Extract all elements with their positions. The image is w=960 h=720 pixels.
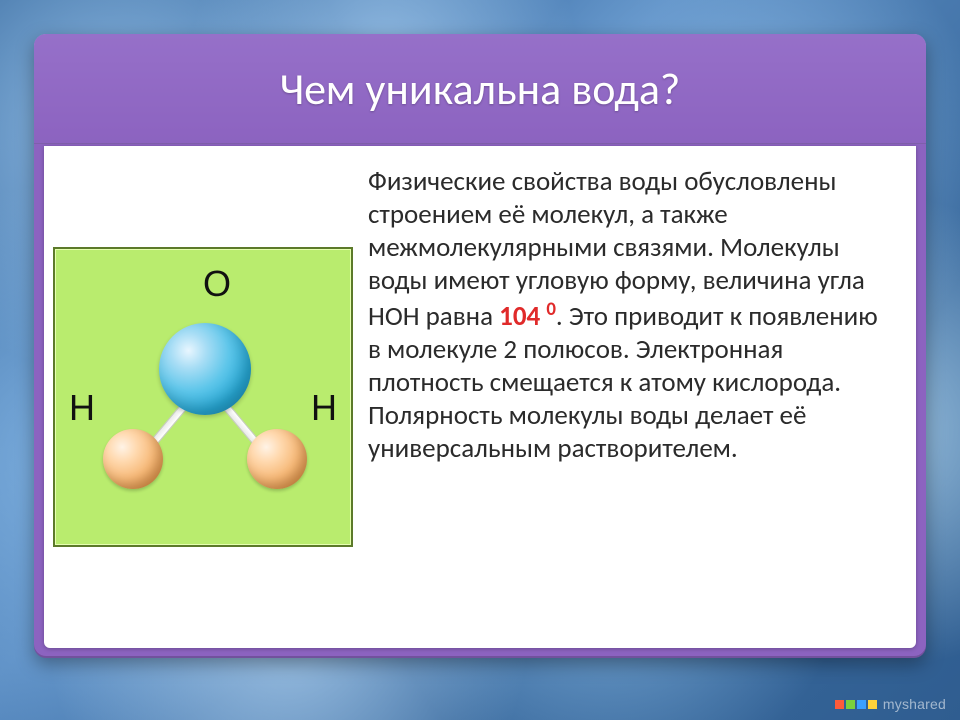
slide-text: Физические свойства воды обусловлены стр… (362, 146, 916, 648)
atom-label-o: O (203, 263, 231, 305)
atom-label-h-left: H (69, 387, 95, 429)
logo-sq-1 (835, 700, 844, 709)
watermark-text: myshared (883, 696, 946, 712)
logo-sq-3 (857, 700, 866, 709)
slide-title-bar: Чем уникальна вода? (34, 34, 926, 144)
slide-body: O H H Физические свойства воды обусловле… (44, 146, 916, 648)
diagram-column: O H H (44, 146, 362, 648)
watermark: myshared (835, 696, 946, 712)
angle-degree-superscript: 0 (546, 298, 556, 321)
water-molecule-diagram: O H H (53, 247, 353, 547)
watermark-logo-icon (835, 700, 877, 709)
atom-hydrogen-right (247, 429, 307, 489)
atom-label-h-right: H (311, 387, 337, 429)
angle-value: 104 0 (499, 300, 556, 333)
logo-sq-2 (846, 700, 855, 709)
atom-hydrogen-left (103, 429, 163, 489)
atom-oxygen (159, 323, 251, 415)
logo-sq-4 (868, 700, 877, 709)
slide-title: Чем уникальна вода? (280, 62, 681, 116)
slide-card: Чем уникальна вода? O H H Физические сво… (34, 34, 926, 658)
